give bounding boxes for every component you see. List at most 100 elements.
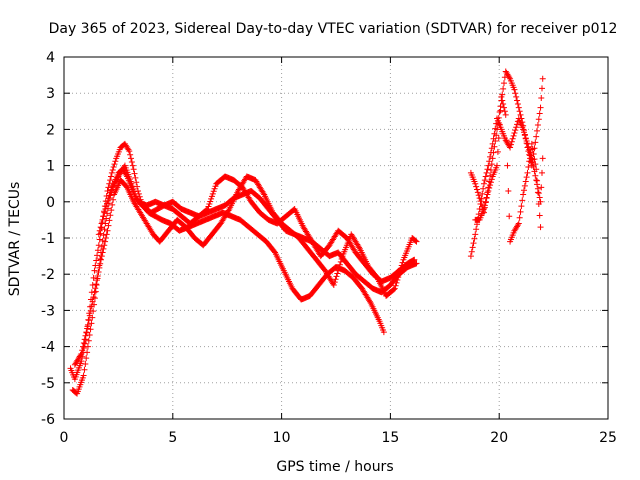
data-point [77,352,84,359]
data-point [107,189,114,196]
data-point [101,242,108,249]
data-point [87,307,94,314]
data-point [391,285,398,292]
data-point [522,178,529,185]
data-points [67,68,546,397]
data-point [108,169,115,176]
data-point [128,158,135,165]
data-point [488,145,495,152]
data-point [537,224,544,231]
data-point [89,298,96,305]
data-point [126,148,133,155]
y-tick-label: 0 [46,195,55,211]
series-track-2 [69,166,387,397]
data-point [494,162,501,169]
data-point [102,206,109,213]
data-point [336,264,343,271]
data-point [522,135,529,142]
data-point [330,282,337,289]
data-point [84,349,91,356]
data-point [93,281,100,288]
y-tick-label: -5 [41,376,55,392]
data-point [78,350,85,357]
data-point [500,104,507,111]
data-point [481,177,488,184]
data-point [521,187,528,194]
data-point [333,273,340,280]
data-point [131,188,138,195]
data-point [413,238,420,245]
data-point [356,244,363,251]
data-point [105,222,112,229]
data-point [538,169,545,176]
data-point [490,135,497,142]
data-point [94,273,101,280]
series-track-6 [467,115,546,260]
y-tick-label: -2 [41,267,55,283]
y-tick-label: 1 [46,159,55,175]
data-point [102,238,109,245]
data-point [474,186,481,193]
x-tick-label: 20 [490,430,508,446]
x-tick-label: 10 [273,430,291,446]
data-point [533,133,540,140]
data-point [495,135,502,142]
data-point [334,270,341,277]
data-point [514,121,521,128]
data-point [485,187,492,194]
data-point [111,161,118,168]
data-point [104,227,111,234]
data-point [534,122,541,129]
data-point [469,244,476,251]
data-point [500,80,507,87]
data-point [533,166,540,173]
data-point [83,329,90,336]
data-point [90,293,97,300]
data-point [489,140,496,147]
data-point [523,174,530,181]
data-point [209,190,216,197]
data-point [487,182,494,189]
data-point [413,260,420,267]
data-point [84,321,91,328]
data-point [512,127,519,134]
data-point [85,317,92,324]
data-point [128,180,135,187]
data-point [130,185,137,192]
data-point [128,155,135,162]
data-point [88,303,95,310]
data-point [473,183,480,190]
data-point [112,158,119,165]
data-point [502,111,509,118]
data-point [491,130,498,137]
data-point [86,332,93,339]
data-point [480,180,487,187]
data-point [517,208,524,215]
data-point [103,200,110,207]
chart-title: Day 365 of 2023, Sidereal Day-to-day VTE… [49,21,618,37]
data-point [108,173,115,180]
data-point [468,248,475,255]
data-point [497,107,504,114]
data-point [527,152,534,159]
data-point [535,190,542,197]
data-point [518,203,525,210]
data-point [102,235,109,241]
data-point [532,172,539,179]
data-point [514,97,521,104]
data-point [500,85,507,92]
data-point [521,182,528,189]
data-point [107,212,114,219]
series-track-7 [472,93,544,245]
data-point [101,209,108,216]
data-point [91,267,98,274]
data-point [498,93,505,100]
data-point [97,256,104,263]
data-point [210,188,217,195]
data-point [538,85,545,92]
data-point [523,137,530,144]
data-point [132,191,139,198]
data-point [539,155,546,162]
data-point [337,258,344,265]
